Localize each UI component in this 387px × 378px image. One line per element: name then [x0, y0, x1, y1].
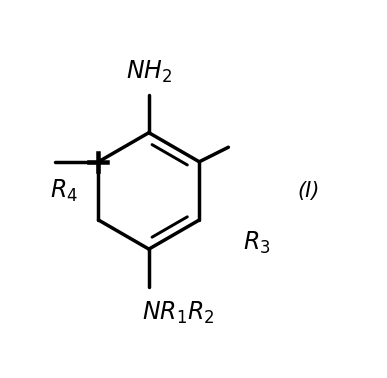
- Text: $\mathit{NR_1R_2}$: $\mathit{NR_1R_2}$: [142, 300, 214, 326]
- Text: $\mathit{R_3}$: $\mathit{R_3}$: [243, 230, 271, 256]
- Text: $\mathit{NH_2}$: $\mathit{NH_2}$: [126, 59, 172, 85]
- Text: (I): (I): [298, 181, 320, 201]
- Text: $\mathit{R_4}$: $\mathit{R_4}$: [50, 178, 79, 204]
